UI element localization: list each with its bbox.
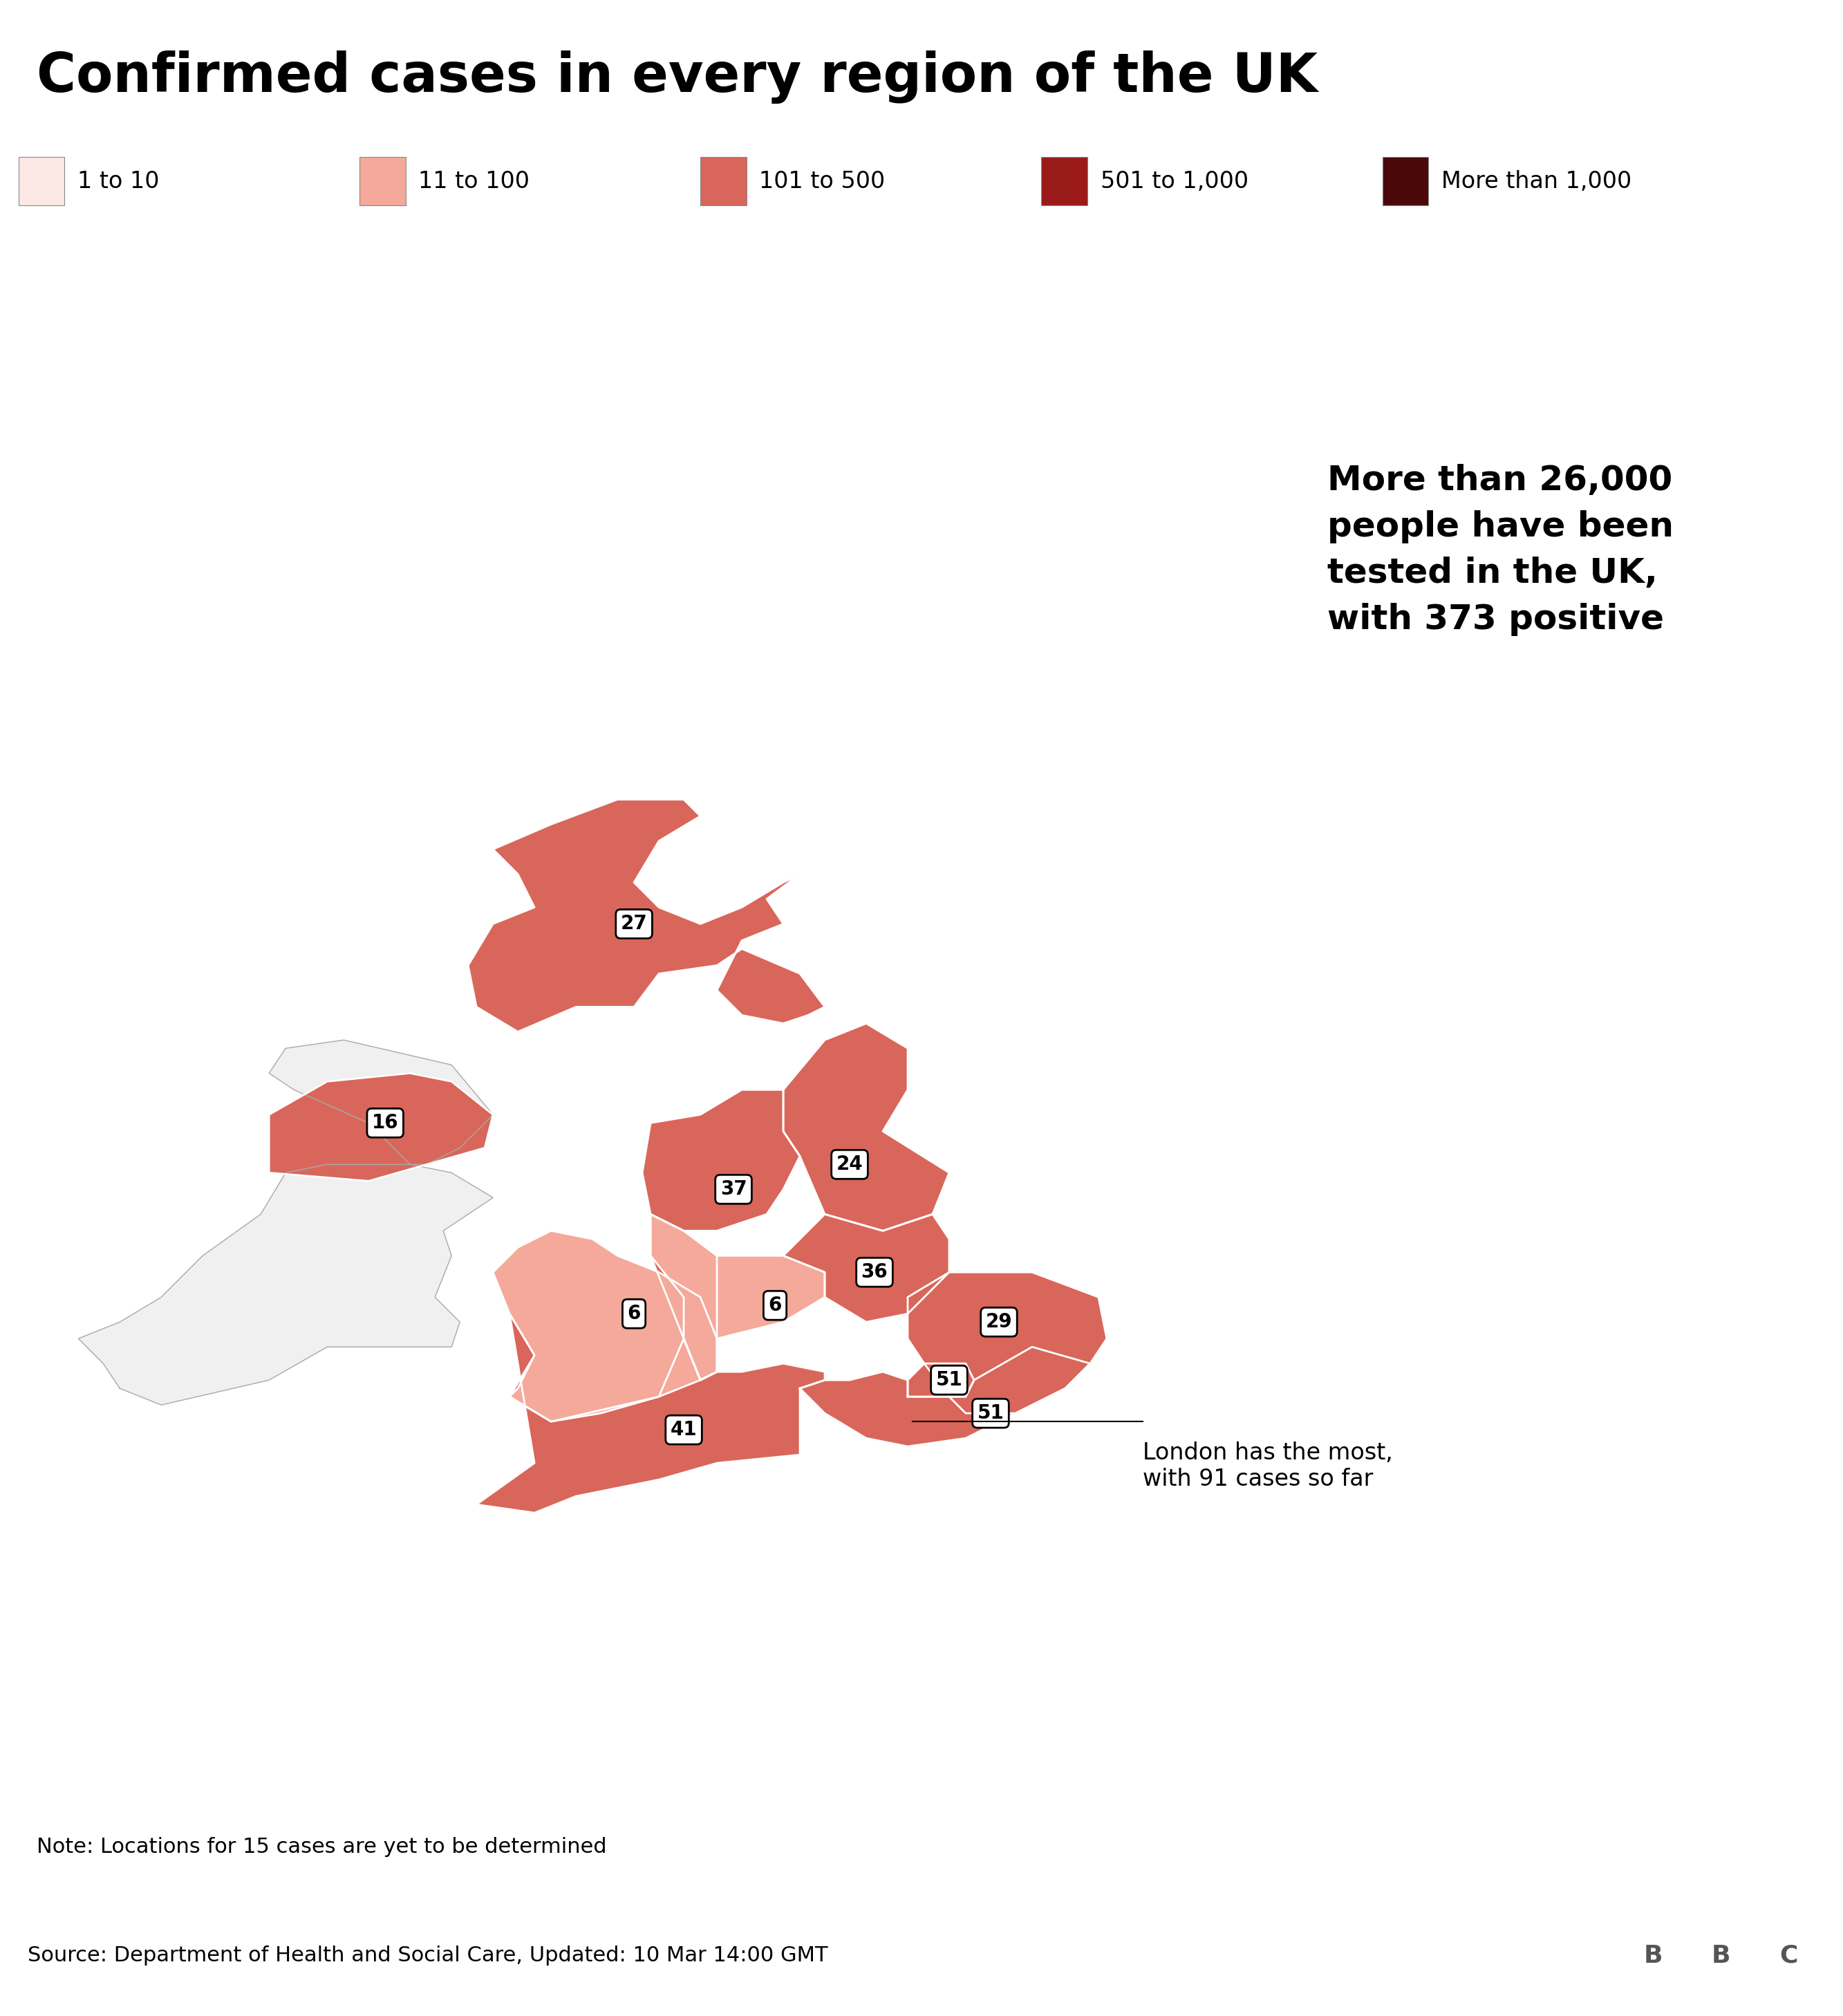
Polygon shape [783,1214,949,1322]
Text: B: B [1644,1943,1662,1968]
Text: C: C [1780,1943,1797,1968]
Text: 501 to 1,000: 501 to 1,000 [1100,169,1248,194]
Text: London has the most,
with 91 cases so far: London has the most, with 91 cases so fa… [1143,1441,1393,1490]
Polygon shape [783,1024,949,1232]
Text: 1 to 10: 1 to 10 [77,169,158,194]
Bar [1624,1917,1683,1994]
Text: More than 1,000: More than 1,000 [1441,169,1631,194]
Text: 6: 6 [627,1304,641,1322]
Text: More than 26,000
people have been
tested in the UK,
with 373 positive: More than 26,000 people have been tested… [1327,464,1673,635]
Text: 16: 16 [372,1113,398,1133]
Text: 29: 29 [986,1312,1012,1333]
Polygon shape [475,1214,826,1512]
Text: 11 to 100: 11 to 100 [418,169,529,194]
Text: 41: 41 [671,1419,697,1439]
Text: 101 to 500: 101 to 500 [759,169,885,194]
Text: Confirmed cases in every region of the UK: Confirmed cases in every region of the U… [37,50,1318,103]
Polygon shape [269,1073,494,1181]
Text: 37: 37 [721,1179,746,1200]
Text: Note: Locations for 15 cases are yet to be determined: Note: Locations for 15 cases are yet to … [37,1837,606,1857]
Bar [18,157,65,206]
Text: 27: 27 [621,913,647,933]
Bar [700,157,746,206]
Polygon shape [800,1347,1091,1445]
Bar [359,157,405,206]
Polygon shape [79,1040,494,1405]
Bar [1041,157,1087,206]
Polygon shape [643,1091,800,1232]
Polygon shape [909,1272,1106,1413]
Polygon shape [651,1214,826,1381]
Bar [1692,1917,1751,1994]
Text: 51: 51 [936,1371,962,1389]
Text: 51: 51 [977,1403,1004,1423]
Polygon shape [909,1363,973,1397]
Text: B: B [1710,1943,1731,1968]
Text: 6: 6 [769,1296,781,1314]
Text: Source: Department of Health and Social Care, Updated: 10 Mar 14:00 GMT: Source: Department of Health and Social … [28,1945,828,1966]
Text: 36: 36 [861,1262,888,1282]
Bar [1382,157,1428,206]
Polygon shape [494,1232,717,1421]
Polygon shape [468,800,826,1032]
Bar [1758,1917,1819,1994]
Text: 24: 24 [837,1155,863,1173]
